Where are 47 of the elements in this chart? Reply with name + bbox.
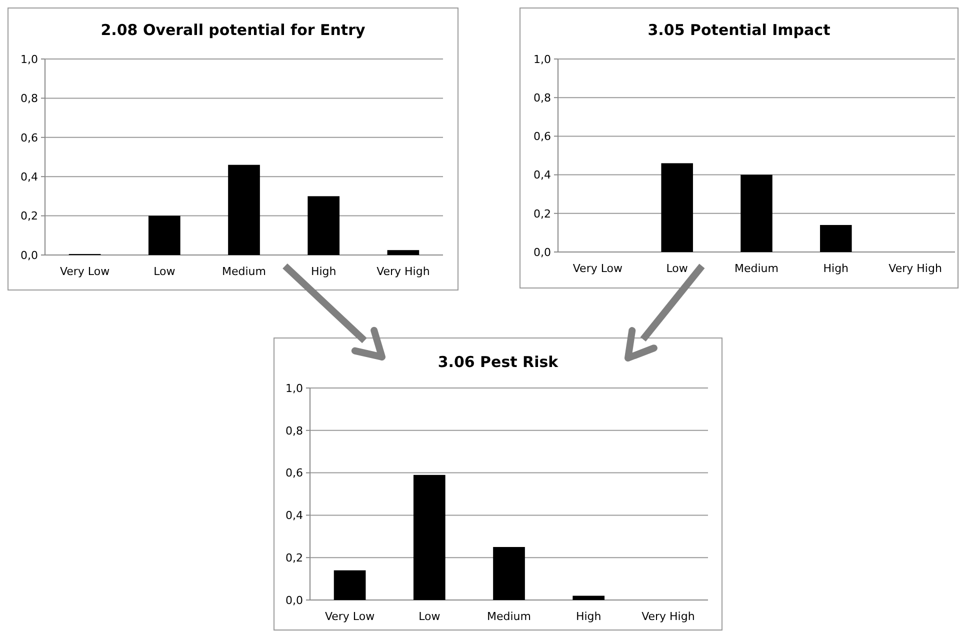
x-tick-label: Medium [487,610,531,623]
y-tick-label: 0,2 [534,207,551,220]
chart-title: 2.08 Overall potential for Entry [100,21,366,39]
bar [334,570,366,600]
y-tick-label: 0,2 [286,551,303,564]
x-tick-label: Very Low [572,262,623,275]
y-tick-label: 0,6 [286,466,303,480]
y-tick-label: 0,0 [20,248,38,262]
y-tick-label: 0,8 [534,91,551,104]
bar [740,174,772,252]
x-tick-label: Very Low [324,610,375,623]
y-tick-label: 0,6 [534,130,551,144]
bar [387,250,420,255]
x-tick-label: Medium [734,262,778,275]
y-tick-label: 0,4 [20,170,38,184]
y-tick-label: 0,4 [286,509,303,522]
y-tick-label: 0,8 [286,424,303,438]
chart-title: 3.05 Potential Impact [648,21,830,39]
bar [228,164,260,255]
x-tick-label: Low [666,262,688,275]
bar [413,474,446,600]
y-tick-label: 0,8 [20,92,38,106]
y-tick-label: 0,2 [20,210,38,223]
x-tick-label: Medium [222,265,266,278]
bar [493,547,525,600]
bar [820,224,852,252]
x-tick-label: Low [418,610,440,623]
bar [572,596,605,600]
y-tick-label: 0,6 [20,131,38,144]
bar [661,163,693,252]
y-tick-label: 0,0 [534,246,551,259]
x-tick-label: High [310,265,336,278]
y-tick-label: 1,0 [20,52,38,66]
x-tick-label: High [823,262,849,275]
bar [148,216,180,255]
y-tick-label: 1,0 [534,52,551,66]
x-tick-label: Very High [376,265,430,278]
chart-title: 3.06 Pest Risk [438,353,560,371]
x-tick-label: High [576,610,602,623]
y-tick-label: 0,0 [286,594,303,607]
x-tick-label: Very High [642,610,695,623]
bar [308,196,340,255]
y-tick-label: 1,0 [286,382,303,395]
x-tick-label: Very Low [60,265,110,278]
x-tick-label: Very High [888,262,942,275]
x-tick-label: Low [154,265,176,278]
y-tick-label: 0,4 [534,168,551,182]
